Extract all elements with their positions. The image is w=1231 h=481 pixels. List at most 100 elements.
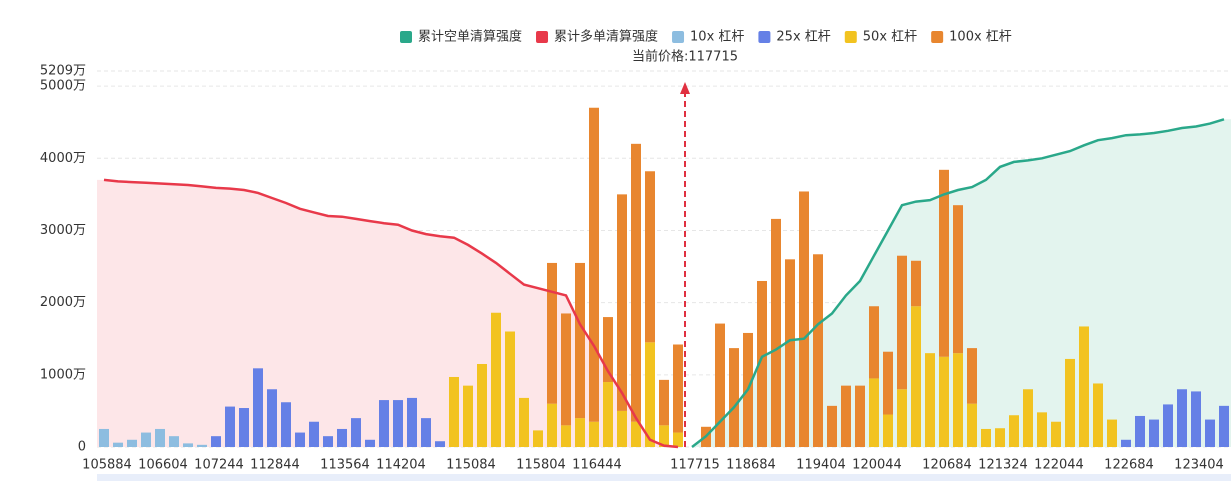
- x-tick-label: 112844: [250, 458, 300, 473]
- bar: [421, 418, 431, 447]
- bar: [813, 254, 823, 447]
- bar: [253, 368, 263, 447]
- bar: [645, 342, 655, 447]
- bar: [155, 428, 165, 447]
- legend-swatch: [758, 31, 771, 43]
- bar: [911, 306, 921, 447]
- bar: [281, 402, 291, 447]
- bar: [729, 348, 739, 447]
- bar: [827, 405, 837, 447]
- bar: [1191, 391, 1201, 447]
- bar: [1065, 358, 1075, 447]
- legend-swatch: [931, 31, 944, 43]
- bar: [589, 421, 599, 447]
- bar: [855, 385, 865, 447]
- y-tick-label: 4000万: [40, 151, 86, 166]
- bar: [757, 280, 767, 447]
- bar: [953, 353, 963, 447]
- x-tick-label: 122684: [1104, 458, 1154, 473]
- bar: [575, 418, 585, 447]
- bar: [379, 400, 389, 447]
- y-tick-label: 5000万: [40, 79, 86, 94]
- bar: [659, 425, 669, 447]
- bar: [561, 313, 571, 426]
- bar: [113, 442, 123, 447]
- y-tick-label: 5209万: [40, 64, 86, 79]
- bar: [589, 107, 599, 422]
- line: [103, 178, 679, 449]
- bar: [785, 259, 795, 447]
- bar: [323, 436, 333, 447]
- bar: [295, 432, 305, 447]
- bar: [897, 255, 907, 390]
- bar: [575, 262, 585, 419]
- bar: [883, 351, 893, 415]
- bar: [1205, 419, 1215, 447]
- legend-swatch: [672, 31, 685, 43]
- bar: [617, 410, 627, 447]
- area: [97, 179, 678, 447]
- bar: [995, 428, 1005, 447]
- bar: [505, 331, 515, 447]
- bar: [239, 408, 249, 447]
- bar: [1135, 415, 1145, 447]
- bar: [99, 428, 109, 447]
- bar: [673, 432, 683, 447]
- bar: [365, 439, 375, 447]
- bar: [631, 421, 641, 447]
- bar: [197, 444, 207, 447]
- bar: [1093, 383, 1103, 447]
- bar: [1051, 421, 1061, 447]
- bar: [463, 385, 473, 447]
- x-tick-label: 122044: [1034, 458, 1084, 473]
- bar: [967, 403, 977, 447]
- x-tick-label: 121324: [978, 458, 1028, 473]
- bar: [519, 397, 529, 447]
- bar: [1177, 389, 1187, 447]
- legend-swatch: [844, 31, 857, 43]
- x-tick-label: 123404: [1174, 458, 1224, 473]
- x-tick-label: 106604: [138, 458, 188, 473]
- bar: [435, 441, 445, 447]
- x-tick-label: 119404: [796, 458, 846, 473]
- bar: [617, 194, 627, 411]
- bar: [141, 432, 151, 447]
- x-tick-label: 115084: [446, 458, 496, 473]
- x-tick-label: 114204: [376, 458, 426, 473]
- bar: [1149, 419, 1159, 447]
- x-tick-label: 118684: [726, 458, 776, 473]
- bar: [883, 414, 893, 447]
- price-annotation: 当前价格:117715: [632, 49, 738, 65]
- bar: [715, 323, 725, 447]
- legend-swatch: [536, 31, 549, 43]
- scrollbar[interactable]: [97, 474, 1231, 481]
- bar: [925, 353, 935, 447]
- bar: [897, 389, 907, 447]
- bar: [603, 382, 613, 447]
- bar: [169, 436, 179, 447]
- bar: [267, 389, 277, 447]
- bar: [183, 443, 193, 447]
- x-tick-label: 117715: [670, 458, 720, 473]
- bar: [211, 436, 221, 447]
- bar: [841, 385, 851, 447]
- bar: [1219, 405, 1229, 447]
- bar: [1163, 404, 1173, 447]
- x-tick-label: 113564: [320, 458, 370, 473]
- legend-label: 累计多单清算强度: [554, 29, 658, 45]
- bar: [939, 356, 949, 447]
- y-tick-label: 3000万: [40, 223, 86, 238]
- price-arrowhead: [680, 82, 690, 94]
- bar: [869, 378, 879, 447]
- bar: [981, 428, 991, 447]
- bar: [1023, 389, 1033, 447]
- bar: [799, 191, 809, 447]
- bar: [407, 397, 417, 447]
- bar: [561, 425, 571, 447]
- bar: [1079, 326, 1089, 447]
- y-tick-label: 0: [78, 440, 86, 455]
- bar: [869, 306, 879, 379]
- bar: [393, 400, 403, 447]
